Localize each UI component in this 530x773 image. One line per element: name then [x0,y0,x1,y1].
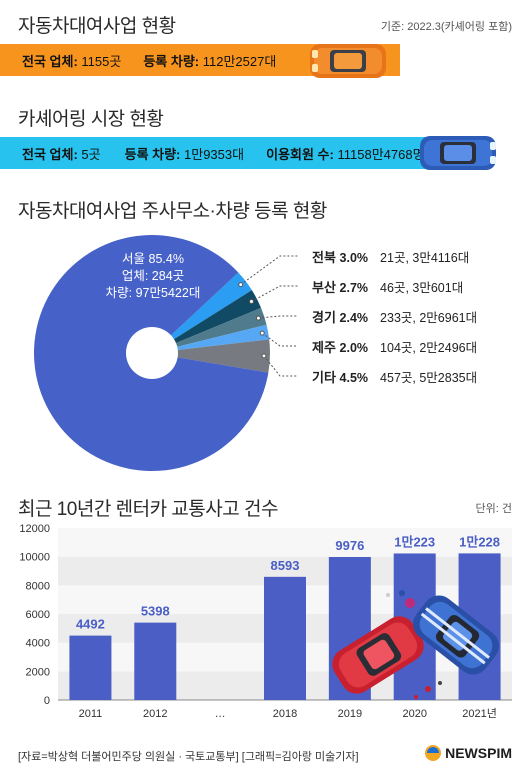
orange-car-icon [310,44,386,78]
pie-label-pct: 3.0% [339,251,369,265]
callout-dot-경기 [255,315,261,321]
pie-label-region: 전북 [312,250,340,265]
pie-slice-제주 [152,324,270,353]
callout-dot-제주 [259,330,265,336]
x-tick-label: … [215,708,226,720]
grid-band [58,528,512,557]
bar-value-label: 8593 [271,558,300,573]
stat-companies: 전국 업체: 1155곳 [22,53,122,69]
pie-label-region: 부산 [312,280,340,295]
pie-label-pct: 4.5% [339,371,369,385]
seoul-pct: 서울 85.4% [122,252,184,266]
pie-label-detail: 46곳, 3만601대 [380,281,464,295]
y-tick-label: 4000 [26,638,50,650]
callout-line-전북 [240,255,298,286]
basis-note: 기준: 2022.3(카셰어링 포함) [380,21,512,33]
stat-cs-companies: 전국 업체: 5곳 [22,146,101,162]
bar-value-label: 1만228 [459,534,500,549]
pie-slice-경기 [152,307,267,353]
pie-label-경기: 경기 2.4% 233곳, 2만6961대 [312,307,477,326]
pie-label-부산: 부산 2.7% 46곳, 3만601대 [312,277,463,296]
x-tick-label: 2019 [338,708,362,720]
seoul-companies: 업체: 284곳 [121,269,185,283]
newspim-logo: NEWSPIM [424,744,512,762]
pie-label-pct: 2.4% [339,311,369,325]
pie-label-region: 경기 [312,310,340,325]
y-tick-label: 2000 [26,666,50,678]
pie-label-detail: 457곳, 5만2835대 [380,371,478,385]
source-credit: [자료=박상혁 더불어민주당 의원실 · 국토교통부] [그래픽=김아랑 미술기… [18,751,359,763]
pie-label-기타: 기타 4.5% 457곳, 5만2835대 [312,367,477,386]
newspim-logo-text: NEWSPIM [445,745,512,761]
unit-label: 단위: 건 [475,503,512,515]
x-tick-label: 2021년 [462,707,497,720]
car-crash-icon [332,590,499,699]
stat-cs-members: 이용회원 수: 11158만4768명 [266,146,425,162]
callout-dot-기타 [261,353,267,359]
callout-line-부산 [251,285,298,303]
x-tick-label: 2018 [273,708,297,720]
bar-2018 [264,576,306,700]
pie-label-detail: 21곳, 3만4116대 [380,251,470,265]
y-tick-label: 6000 [26,609,50,621]
newspim-logo-icon [425,745,442,761]
region-pie-chart [34,235,298,472]
y-tick-label: 10000 [19,552,50,564]
callout-dot-전북 [238,282,244,288]
seoul-label: 서울 85.4% 업체: 284곳 차량: 97만5422대 [88,251,218,302]
pie-label-전북: 전북 3.0% 21곳, 3만4116대 [312,247,469,266]
section4-title: 최근 10년간 렌터카 교통사고 건수 [18,499,279,520]
pie-label-제주: 제주 2.0% 104곳, 2만2496대 [312,337,477,356]
stat-cs-vehicles: 등록 차량: 1만9353대 [124,146,245,162]
pie-label-region: 기타 [312,370,340,385]
carsharing-stats-banner: 전국 업체: 5곳 등록 차량: 1만9353대 이용회원 수: 11158만4… [0,137,440,169]
pie-slice-부산 [152,290,262,353]
y-tick-label: 8000 [26,580,50,592]
y-tick-label: 12000 [19,523,50,535]
callout-line-경기 [258,315,298,319]
stat-vehicles: 등록 차량: 112만2527대 [143,53,277,69]
callout-dot-부산 [248,299,254,305]
pie-label-region: 제주 [312,340,340,355]
pie-hole [126,327,178,379]
y-tick-label: 0 [44,695,50,707]
x-tick-label: 2020 [402,708,426,720]
bar-value-label: 9976 [335,538,364,553]
pie-slice-기타 [152,339,270,373]
pie-label-pct: 2.0% [339,341,369,355]
seoul-vehicles: 차량: 97만5422대 [105,286,201,300]
accident-bar-chart: 0 2000 4000 6000 8000 10000 12000 4492 2011 5398 2… [19,523,512,720]
x-tick-label: 2011 [79,708,103,720]
section3-title: 자동차대여사업 주사무소·차량 등록 현황 [18,201,327,222]
pie-label-detail: 233곳, 2만6961대 [380,311,478,325]
section2-title: 카셰어링 시장 현황 [18,109,164,130]
callout-line-제주 [261,332,298,347]
pie-label-pct: 2.7% [339,281,369,295]
bar-value-label: 4492 [76,617,105,632]
pie-slice-전북 [152,272,252,353]
blue-car-icon [420,136,496,170]
bar-2011 [69,635,112,700]
bar-value-label: 1만223 [394,534,435,549]
section1-title: 자동차대여사업 현황 [18,16,176,37]
bar-2012 [134,622,177,700]
bar-value-label: 5398 [141,604,170,619]
callout-line-기타 [263,355,298,377]
x-tick-label: 2012 [143,708,167,720]
pie-label-detail: 104곳, 2만2496대 [380,341,478,355]
